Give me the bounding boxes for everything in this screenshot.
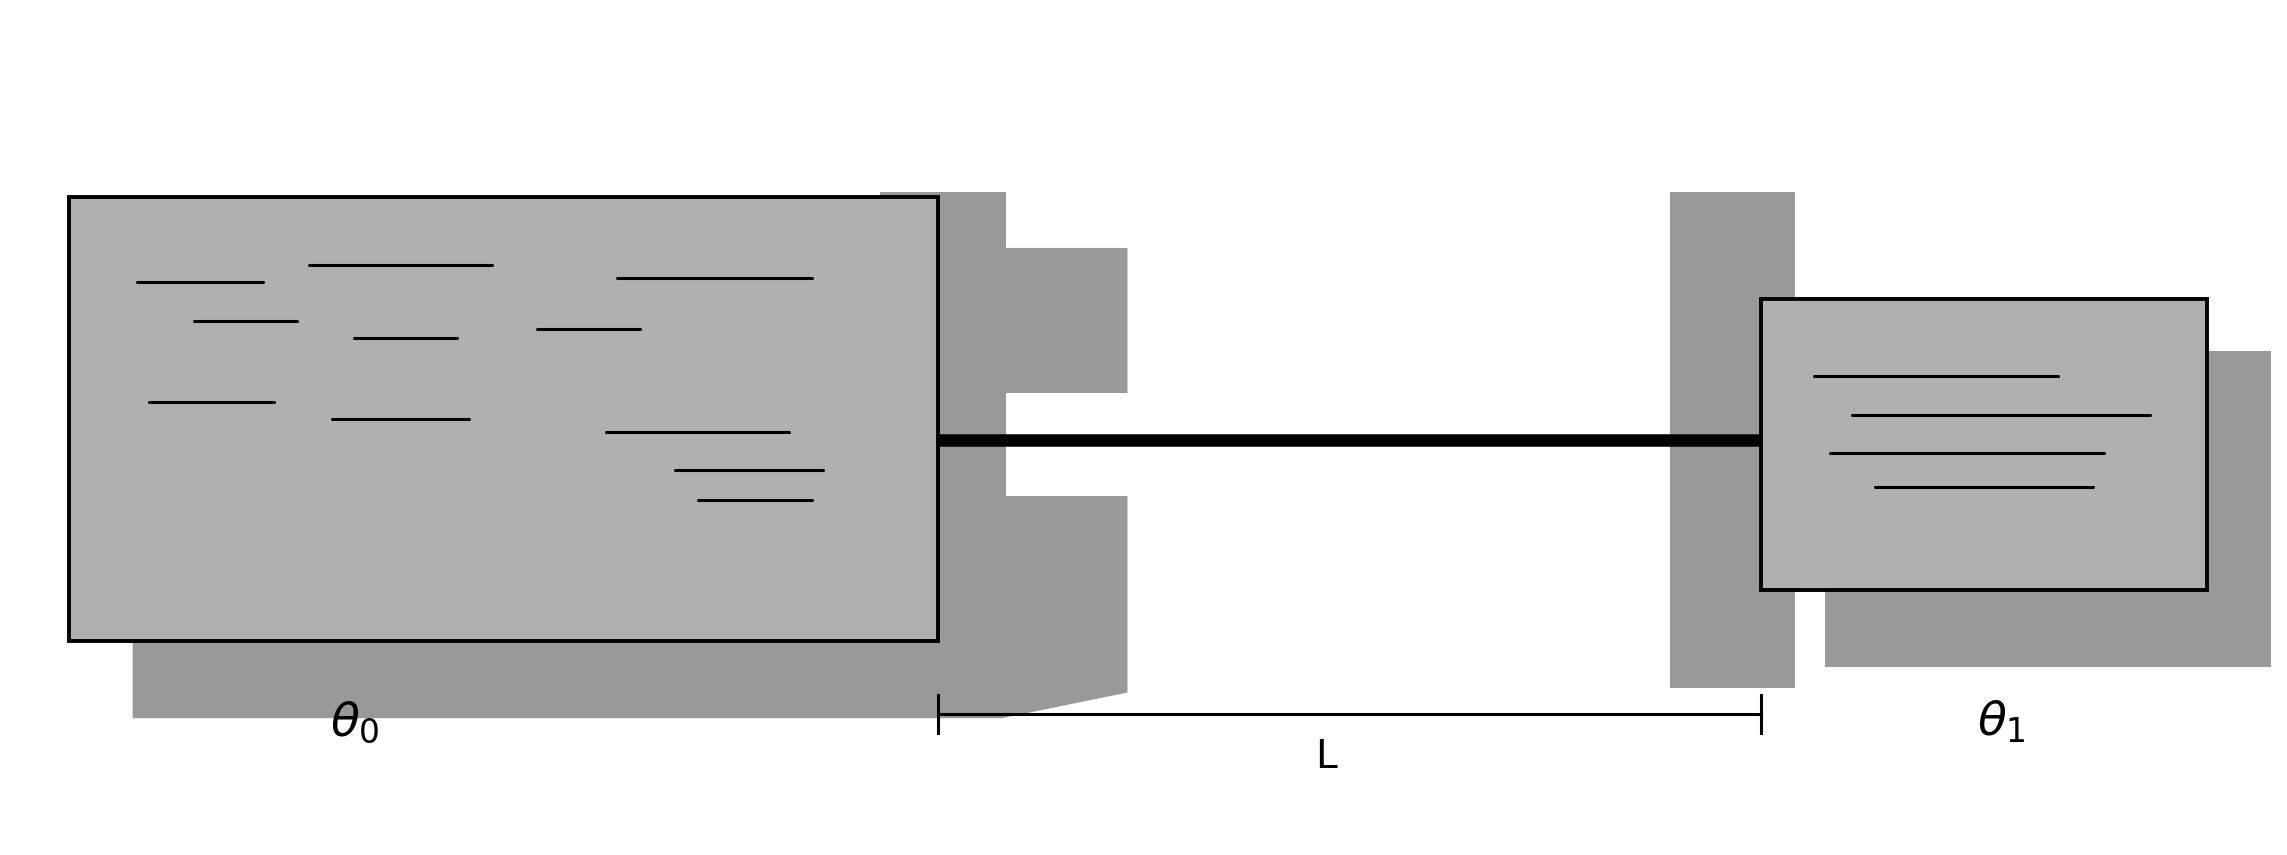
Text: $\theta_0$: $\theta_0$ xyxy=(329,699,380,746)
Bar xyxy=(1670,192,1795,688)
Bar xyxy=(1761,299,2207,590)
Polygon shape xyxy=(1825,351,2271,667)
Text: L: L xyxy=(1315,738,1338,775)
Polygon shape xyxy=(133,248,1127,718)
Bar xyxy=(69,197,938,641)
Bar xyxy=(1006,393,1670,496)
Bar xyxy=(880,192,1006,688)
Text: $\theta_1$: $\theta_1$ xyxy=(1976,699,2026,746)
